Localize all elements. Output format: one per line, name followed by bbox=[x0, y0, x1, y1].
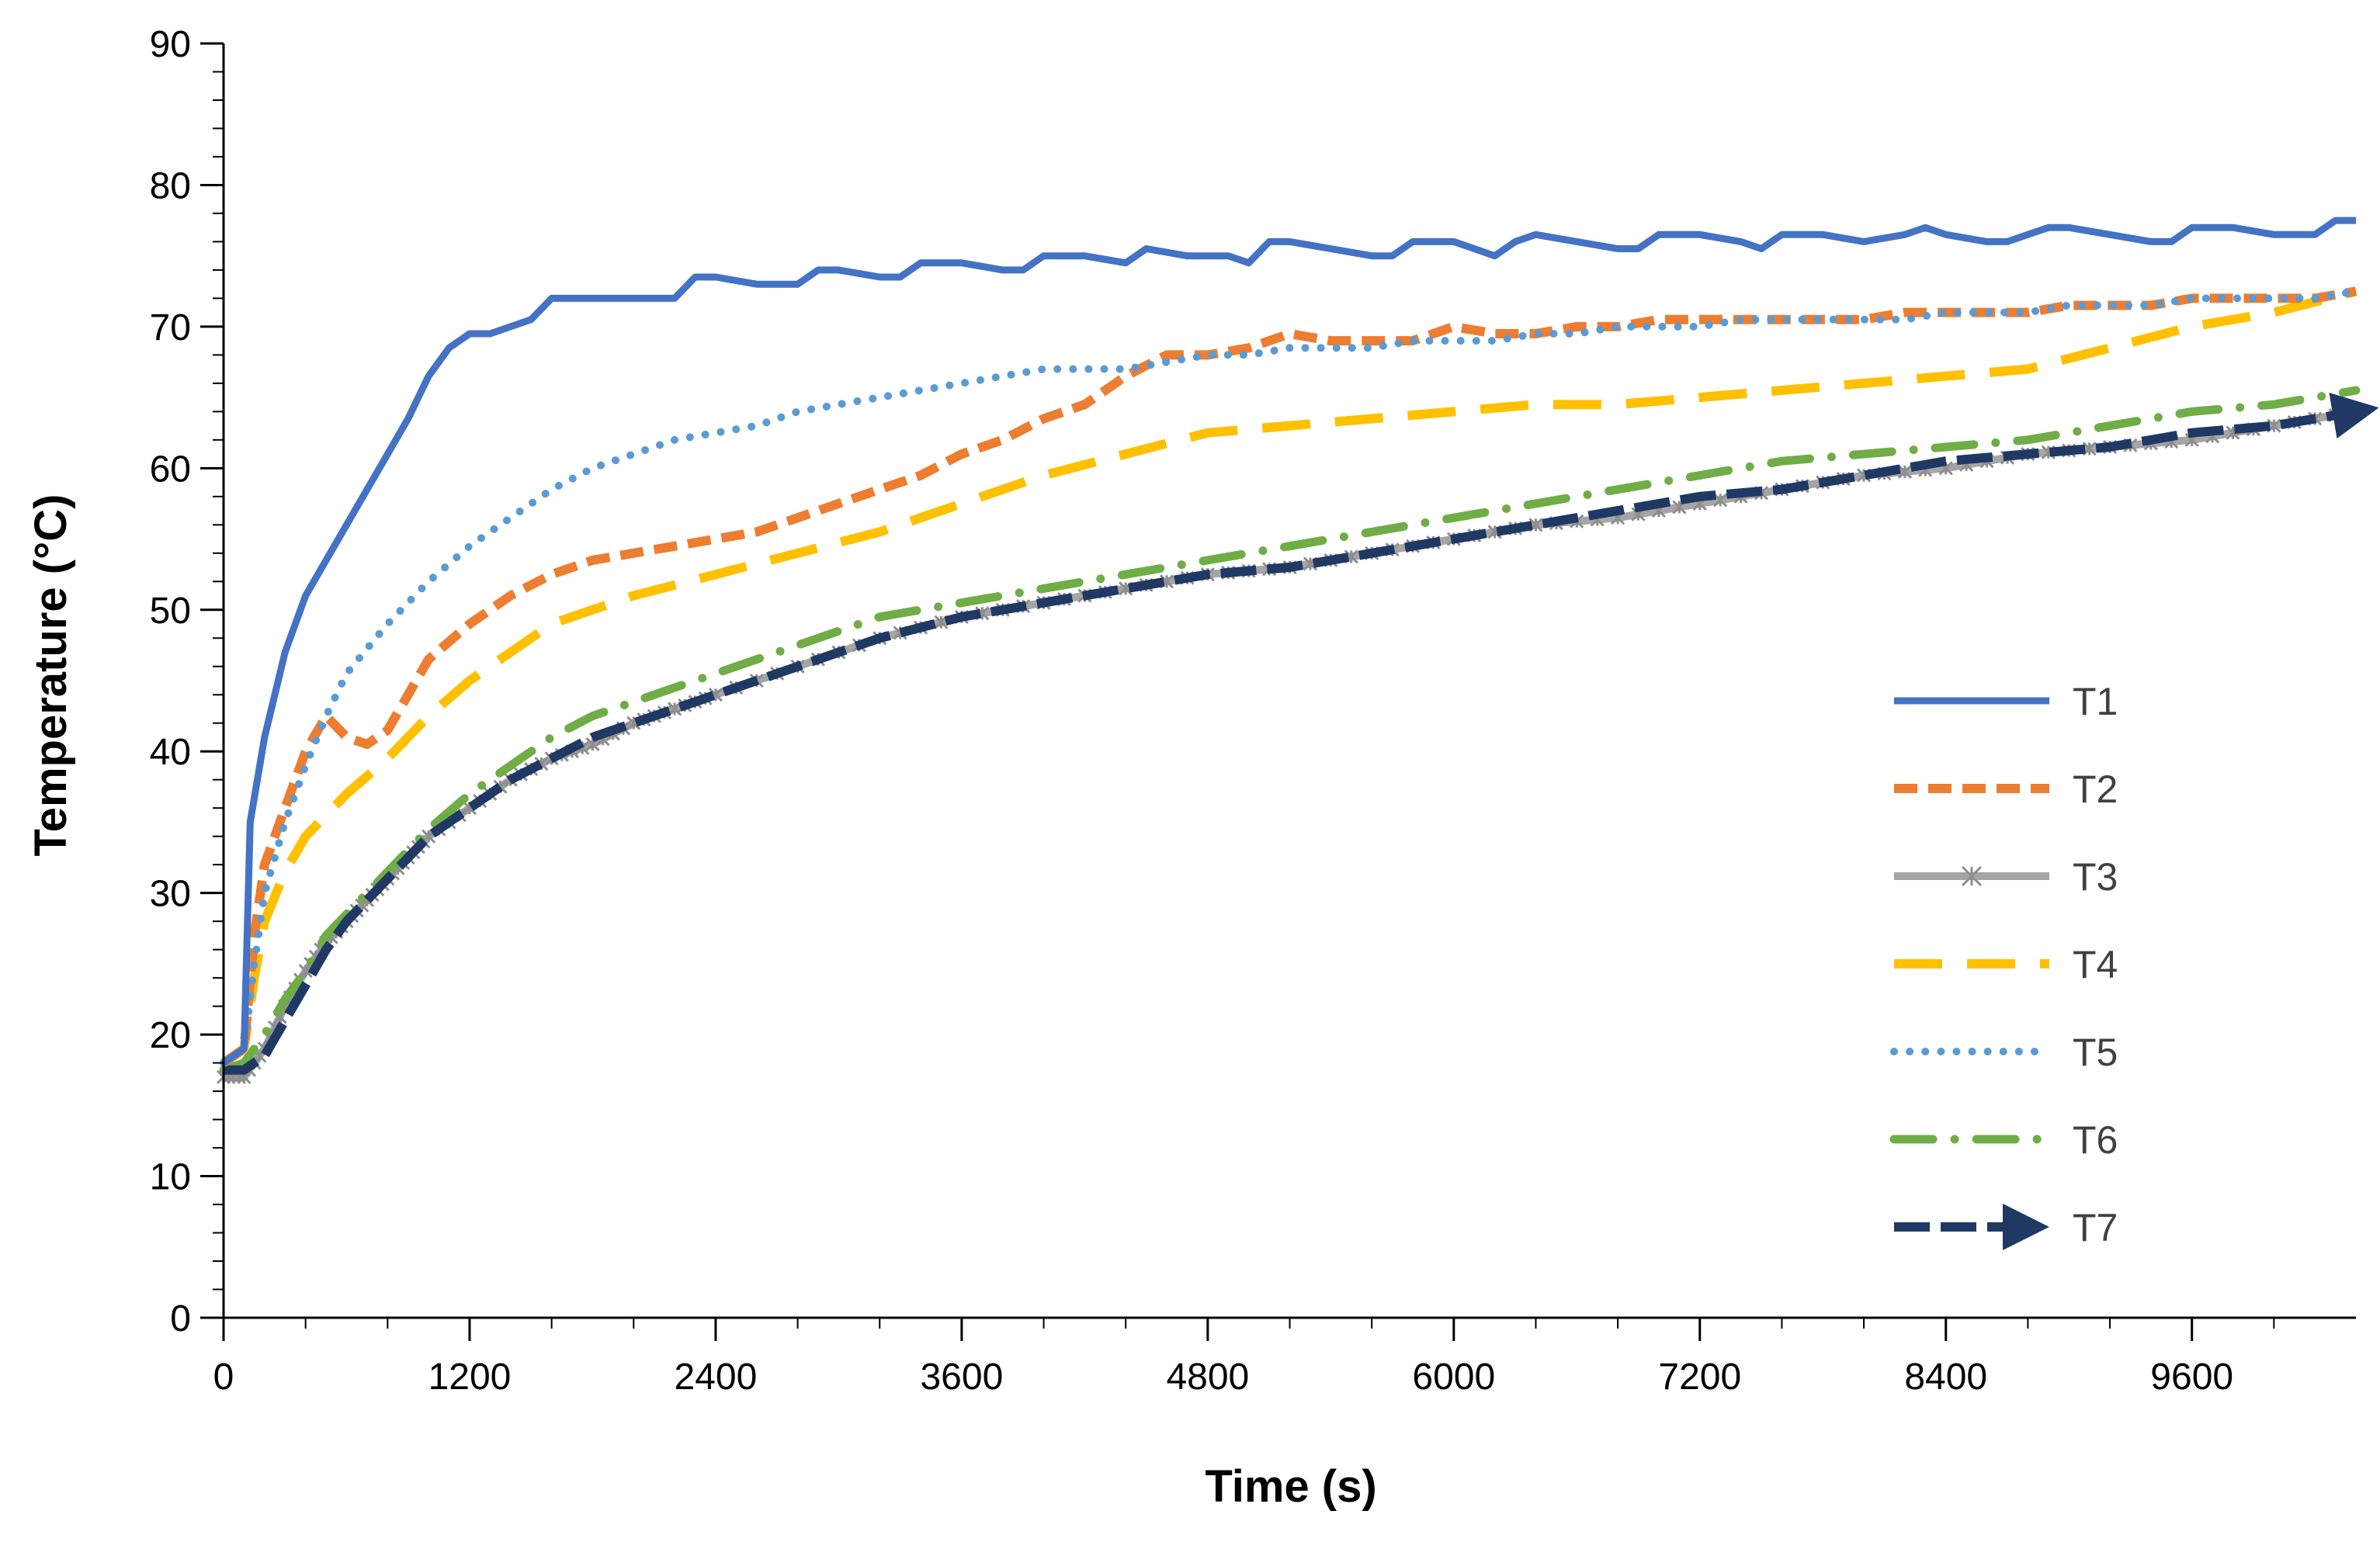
series-line-t2 bbox=[220, 286, 2357, 1067]
series-t2 bbox=[220, 286, 2357, 1067]
legend: T1 T2 T3 T4 T5 T6 T7 bbox=[1889, 680, 2118, 1250]
legend-marker bbox=[1961, 865, 1983, 887]
legend-label: T7 bbox=[2073, 1206, 2118, 1249]
x-tick-label: 7200 bbox=[1658, 1357, 1741, 1398]
series-line-t7 bbox=[224, 392, 2379, 1075]
legend-label: T2 bbox=[2073, 768, 2118, 811]
legend-item-t2: T2 bbox=[1894, 768, 2118, 811]
x-tick-label: 1200 bbox=[428, 1357, 512, 1398]
y-tick-label: 80 bbox=[150, 165, 191, 206]
axes-layer: 0 10 20 30 40 50 60 70 80 90 0 1200 2400 3600 4800 6000… bbox=[150, 24, 2356, 1398]
legend-label: T3 bbox=[2073, 855, 2118, 899]
x-tick-label: 3600 bbox=[920, 1357, 1003, 1398]
x-tick-label: 9600 bbox=[2150, 1357, 2233, 1398]
legend-label: T5 bbox=[2073, 1031, 2118, 1074]
y-tick-label: 40 bbox=[150, 732, 191, 773]
y-axis-title: Temperature (°C) bbox=[26, 494, 76, 857]
y-tick-label: 60 bbox=[150, 449, 191, 490]
y-tick-label: 90 bbox=[150, 24, 191, 65]
legend-label: T6 bbox=[2073, 1118, 2118, 1162]
series-t3 bbox=[216, 407, 2357, 1084]
legend-item-t6: T6 bbox=[1889, 1118, 2118, 1162]
x-tick-label: 4800 bbox=[1166, 1357, 1249, 1398]
y-tick-label: 50 bbox=[150, 591, 191, 632]
series-line-t3 bbox=[224, 407, 2357, 1081]
legend-item-t4: T4 bbox=[1894, 943, 2118, 986]
legend-item-t7: T7 bbox=[1894, 1204, 2118, 1250]
series-t7 bbox=[224, 392, 2379, 1075]
series-line-t5 bbox=[220, 287, 2360, 1067]
data-point-marker bbox=[668, 702, 682, 716]
series-line-t1 bbox=[221, 217, 2356, 1066]
data-point-marker bbox=[1713, 493, 1728, 508]
legend-item-t5: T5 bbox=[1890, 1031, 2118, 1074]
series-line-t4 bbox=[220, 286, 2357, 1067]
series-line-t6 bbox=[219, 386, 2361, 1075]
legend-item-t1: T1 bbox=[1894, 680, 2118, 723]
x-axis-title: Time (s) bbox=[1205, 1461, 1376, 1512]
series-t1 bbox=[221, 217, 2356, 1066]
series-t4 bbox=[220, 286, 2357, 1067]
x-tick-label: 8400 bbox=[1904, 1357, 1987, 1398]
data-point-marker bbox=[1897, 464, 1912, 479]
series-t6 bbox=[219, 386, 2361, 1075]
x-tick-label: 6000 bbox=[1412, 1357, 1495, 1398]
x-tick-label: 2400 bbox=[675, 1357, 758, 1398]
x-tick-label: 0 bbox=[213, 1357, 234, 1398]
series-t5 bbox=[220, 287, 2360, 1067]
series-layer bbox=[216, 217, 2379, 1084]
y-tick-label: 30 bbox=[150, 874, 191, 915]
y-tick-label: 10 bbox=[150, 1157, 191, 1198]
legend-item-t3: T3 bbox=[1894, 855, 2118, 899]
legend-label: T1 bbox=[2073, 680, 2118, 723]
legend-label: T4 bbox=[2073, 943, 2118, 986]
y-tick-label: 0 bbox=[170, 1298, 191, 1339]
y-tick-label: 20 bbox=[150, 1015, 191, 1056]
y-tick-label: 70 bbox=[150, 307, 191, 348]
